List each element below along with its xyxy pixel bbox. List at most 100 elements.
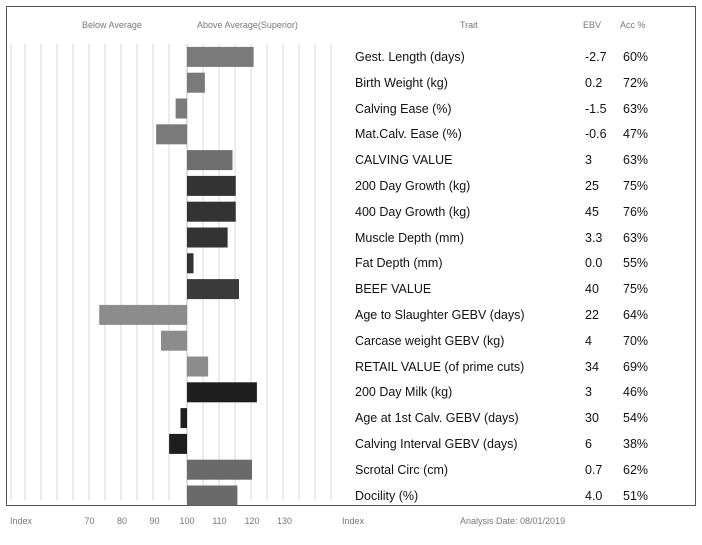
accuracy-value: 47% <box>623 127 649 142</box>
trait-label: Docility (%) <box>355 488 419 503</box>
accuracy-value: 54% <box>623 411 649 426</box>
index-bar <box>99 304 187 325</box>
trait-row: BEEF VALUE 40 75% <box>355 278 695 300</box>
accuracy-value: 63% <box>623 230 649 245</box>
ebv-value: 0.0 <box>585 256 603 271</box>
trait-row: Calving Interval GEBV (days) 6 38% <box>355 433 695 455</box>
index-bar <box>187 175 236 196</box>
ebv-value: 6 <box>585 436 592 451</box>
trait-label: BEEF VALUE <box>355 282 432 297</box>
accuracy-value: 75% <box>623 178 649 193</box>
x-tick-label: 70 <box>84 516 95 526</box>
trait-row: Calving Ease (%) -1.5 63% <box>355 98 695 120</box>
trait-label: Gest. Length (days) <box>355 49 465 64</box>
trait-label: Age to Slaughter GEBV (days) <box>355 307 525 322</box>
index-bar <box>187 485 238 506</box>
index-bar <box>187 201 236 222</box>
ebv-value: 22 <box>585 307 599 322</box>
trait-label: 400 Day Growth (kg) <box>355 204 471 219</box>
trait-row: Mat.Calv. Ease (%) -0.6 47% <box>355 123 695 145</box>
trait-row: Docility (%) 4.0 51% <box>355 485 695 507</box>
ebv-value: 25 <box>585 178 599 193</box>
x-tick-label: 120 <box>244 516 260 526</box>
trait-label: Calving Interval GEBV (days) <box>355 436 518 451</box>
ebv-header: EBV <box>583 20 602 30</box>
trait-label: Calving Ease (%) <box>355 101 452 116</box>
index-bar <box>187 356 209 377</box>
accuracy-value: 64% <box>623 307 649 322</box>
index-axis-label-left: Index <box>10 516 33 526</box>
ebv-value: 3.3 <box>585 230 603 245</box>
analysis-date: Analysis Date: 08/01/2019 <box>460 516 566 526</box>
trait-row: Fat Depth (mm) 0.0 55% <box>355 252 695 274</box>
trait-row: Age to Slaughter GEBV (days) 22 64% <box>355 304 695 326</box>
below-average-header: Below Average <box>82 20 142 30</box>
accuracy-value: 70% <box>623 333 649 348</box>
x-tick-label: 100 <box>179 516 195 526</box>
ebv-value: 40 <box>585 282 599 297</box>
trait-row: 400 Day Growth (kg) 45 76% <box>355 201 695 223</box>
index-bar <box>187 150 233 171</box>
accuracy-value: 51% <box>623 488 649 503</box>
ebv-value: 45 <box>585 204 599 219</box>
index-bar <box>156 124 187 145</box>
ebv-value: 0.2 <box>585 75 603 90</box>
accuracy-value: 69% <box>623 359 649 374</box>
x-tick-label: 110 <box>212 516 227 526</box>
trait-label: Mat.Calv. Ease (%) <box>355 127 462 142</box>
trait-header: Trait <box>460 20 478 30</box>
index-bar <box>187 72 205 93</box>
accuracy-value: 38% <box>623 436 649 451</box>
trait-label: Birth Weight (kg) <box>355 75 448 90</box>
accuracy-value: 55% <box>623 256 649 271</box>
trait-label: CALVING VALUE <box>355 153 453 168</box>
ebv-value: 4 <box>585 333 592 348</box>
trait-row: Age at 1st Calv. GEBV (days) 30 54% <box>355 407 695 429</box>
trait-row: Scrotal Circ (cm) 0.7 62% <box>355 459 695 481</box>
ebv-value: 34 <box>585 359 599 374</box>
trait-label: 200 Day Growth (kg) <box>355 178 471 193</box>
ebv-value: 0.7 <box>585 462 603 477</box>
index-bar <box>187 253 194 274</box>
accuracy-value: 63% <box>623 101 649 116</box>
index-bar <box>187 46 254 67</box>
trait-row: 200 Day Milk (kg) 3 46% <box>355 381 695 403</box>
index-bar <box>187 279 239 300</box>
accuracy-value: 63% <box>623 153 649 168</box>
accuracy-value: 75% <box>623 282 649 297</box>
x-tick-label: 90 <box>149 516 160 526</box>
ebv-value: 4.0 <box>585 488 603 503</box>
trait-row: 200 Day Growth (kg) 25 75% <box>355 175 695 197</box>
accuracy-value: 60% <box>623 49 649 64</box>
trait-row: Muscle Depth (mm) 3.3 63% <box>355 227 695 249</box>
index-bar <box>169 433 187 454</box>
index-bar <box>175 98 187 119</box>
accuracy-value: 76% <box>623 204 649 219</box>
index-bar <box>187 382 257 403</box>
index-axis-label-right: Index <box>342 516 365 526</box>
trait-label: Carcase weight GEBV (kg) <box>355 333 505 348</box>
index-bar <box>187 227 228 248</box>
index-bar <box>187 459 252 480</box>
trait-row: CALVING VALUE 3 63% <box>355 149 695 171</box>
ebv-value: 3 <box>585 385 592 400</box>
trait-label: Scrotal Circ (cm) <box>355 462 449 477</box>
trait-row: Birth Weight (kg) 0.2 72% <box>355 72 695 94</box>
trait-row: RETAIL VALUE (of prime cuts) 34 69% <box>355 356 695 378</box>
trait-label: RETAIL VALUE (of prime cuts) <box>355 359 525 374</box>
chart-frame <box>6 6 696 506</box>
trait-label: 200 Day Milk (kg) <box>355 385 453 400</box>
x-tick-label: 80 <box>116 516 128 526</box>
accuracy-value: 46% <box>623 385 649 400</box>
trait-label: Age at 1st Calv. GEBV (days) <box>355 411 519 426</box>
ebv-value: 3 <box>585 153 592 168</box>
ebv-value: -2.7 <box>585 49 607 64</box>
index-bar <box>180 408 187 429</box>
ebv-value: 30 <box>585 411 599 426</box>
trait-label: Muscle Depth (mm) <box>355 230 465 245</box>
above-average-header: Above Average(Superior) <box>197 20 298 30</box>
accuracy-value: 62% <box>623 462 649 477</box>
ebv-value: -1.5 <box>585 101 607 116</box>
trait-label: Fat Depth (mm) <box>355 256 443 271</box>
